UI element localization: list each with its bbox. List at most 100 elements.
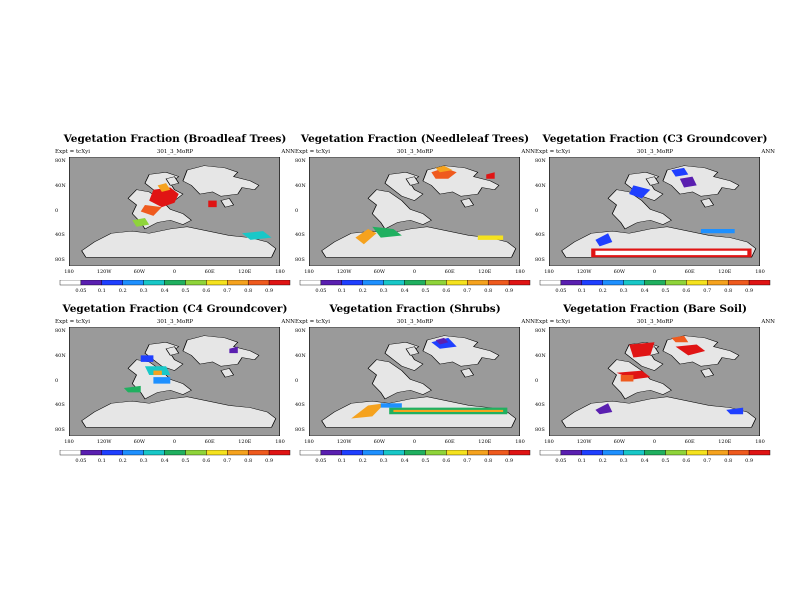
colorbar-swatch <box>425 280 447 286</box>
x-tick-label: 0 <box>412 439 417 445</box>
y-tick-label: 0 <box>295 207 299 214</box>
colorbar-tick-label: 0.2 <box>599 288 607 294</box>
vegetation-patch <box>123 385 141 393</box>
colorbar-swatch <box>164 280 186 286</box>
colorbar-tick-label: 0.7 <box>703 288 711 294</box>
x-tick-label: 0 <box>652 269 657 275</box>
colorbar-swatch <box>539 280 562 286</box>
colorbar-swatch <box>404 450 426 456</box>
season-label: ANN <box>281 319 295 325</box>
colorbar: 0.05 0.1 0.2 0.3 0.4 0.5 0.6 0.7 0.8 0.9 <box>299 450 531 464</box>
colorbar-swatch <box>383 280 405 286</box>
colorbar-swatch <box>623 280 645 286</box>
x-tick-label: 180 <box>275 269 285 275</box>
map-plot <box>69 157 280 266</box>
colorbar-swatch <box>707 450 729 456</box>
land-mass <box>645 176 660 186</box>
vegetation-patch <box>242 231 272 240</box>
colorbar-swatch <box>59 450 82 456</box>
vegetation-patch <box>671 335 689 343</box>
y-tick-label: 40S <box>535 232 545 239</box>
x-tick-label: 0 <box>172 439 177 445</box>
land-mass <box>367 189 432 230</box>
colorbar-tick-label: 0.5 <box>421 458 429 464</box>
season-label: ANN <box>761 319 775 325</box>
land-mass <box>165 176 180 186</box>
land-mass <box>700 198 715 208</box>
colorbar-tick-label: 0.1 <box>338 458 346 464</box>
y-tick-label: 40N <box>55 182 66 189</box>
colorbar-tick-label: 0.4 <box>161 458 169 464</box>
vegetation-patch <box>595 403 613 415</box>
colorbar-tick-label: 0.2 <box>119 288 127 294</box>
colorbar-tick-label: 0.3 <box>380 288 388 294</box>
colorbar-tick-label: 0.6 <box>202 288 210 294</box>
colorbar-swatch <box>59 280 82 286</box>
y-tick-label: 40N <box>535 182 546 189</box>
colorbar-swatch <box>341 280 363 286</box>
season-label: ANN <box>281 149 295 155</box>
y-tick-label: 0 <box>535 377 539 384</box>
x-tick-label: 60E <box>684 439 695 445</box>
chart-title: Vegetation Fraction (C3 Groundcover) <box>542 133 768 145</box>
x-tick-label: 120E <box>238 269 252 275</box>
vegetation-patch <box>157 183 171 192</box>
y-tick-label: 0 <box>55 377 59 384</box>
y-tick-label: 40S <box>295 402 305 409</box>
colorbar-swatch <box>707 280 729 286</box>
colorbar-tick-label: 0.4 <box>641 458 649 464</box>
colorbar-swatch <box>665 450 687 456</box>
colorbar-tick-label: 0.1 <box>98 458 106 464</box>
colorbar: 0.05 0.1 0.2 0.3 0.4 0.5 0.6 0.7 0.8 0.9 <box>59 450 291 464</box>
land-mass <box>165 346 180 356</box>
colorbar-swatch <box>185 280 207 286</box>
colorbar-tick-label: 0.05 <box>75 288 86 294</box>
vegetation-patch <box>431 167 457 179</box>
colorbar-tick-label: 0.9 <box>505 458 513 464</box>
colorbar-swatch <box>487 450 510 456</box>
colorbar-tick-label: 0.1 <box>578 458 586 464</box>
colorbar-tick-label: 0.8 <box>244 288 252 294</box>
land-mass <box>700 368 715 378</box>
colorbar-tick-label: 0.6 <box>682 458 690 464</box>
x-tick-label: 60E <box>204 269 215 275</box>
colorbar-swatch <box>320 450 343 456</box>
run-label: 301_3_MoRP <box>396 149 434 155</box>
map-panel: Vegetation Fraction (Broadleaf Trees) Exp… <box>55 133 295 303</box>
run-label: 301_3_MoRP <box>636 319 674 325</box>
colorbar-tick-label: 0.8 <box>484 288 492 294</box>
colorbar-swatch <box>446 450 468 456</box>
x-tick-label: 180 <box>544 439 554 445</box>
x-tick-label: 180 <box>755 269 765 275</box>
colorbar-tick-label: 0.5 <box>661 288 669 294</box>
x-tick-label: 180 <box>755 439 765 445</box>
land-mass <box>220 198 235 208</box>
vegetation-patch <box>149 187 179 208</box>
colorbar-tick-label: 0.4 <box>641 288 649 294</box>
colorbar-swatch <box>623 450 645 456</box>
colorbar-tick-label: 0.05 <box>555 288 566 294</box>
run-label: 301_3_MoRP <box>396 319 434 325</box>
colorbar-swatch <box>164 450 186 456</box>
colorbar-tick-label: 0.3 <box>620 458 628 464</box>
vegetation-patch <box>477 235 504 240</box>
vegetation-patch <box>351 403 385 419</box>
colorbar: 0.05 0.1 0.2 0.3 0.4 0.5 0.6 0.7 0.8 0.9 <box>299 280 531 294</box>
land-mass <box>182 335 260 367</box>
colorbar-tick-label: 0.6 <box>682 288 690 294</box>
colorbar-tick-label: 0.7 <box>223 458 231 464</box>
x-tick-label: 0 <box>412 269 417 275</box>
land-mass <box>607 189 672 230</box>
colorbar-tick-label: 0.9 <box>745 458 753 464</box>
y-tick-label: 80S <box>295 257 305 263</box>
colorbar: 0.05 0.1 0.2 0.3 0.4 0.5 0.6 0.7 0.8 0.9 <box>539 450 771 464</box>
map-panel: Vegetation Fraction (C4 Groundcover) Expt… <box>55 303 295 473</box>
vegetation-patch <box>153 377 171 384</box>
map-plot <box>549 157 760 266</box>
y-tick-label: 0 <box>295 377 299 384</box>
y-tick-label: 40S <box>535 402 545 409</box>
land-mass <box>561 396 757 428</box>
y-tick-label: 80N <box>295 328 306 334</box>
colorbar-swatch <box>602 450 624 456</box>
y-tick-label: 80S <box>295 427 305 433</box>
